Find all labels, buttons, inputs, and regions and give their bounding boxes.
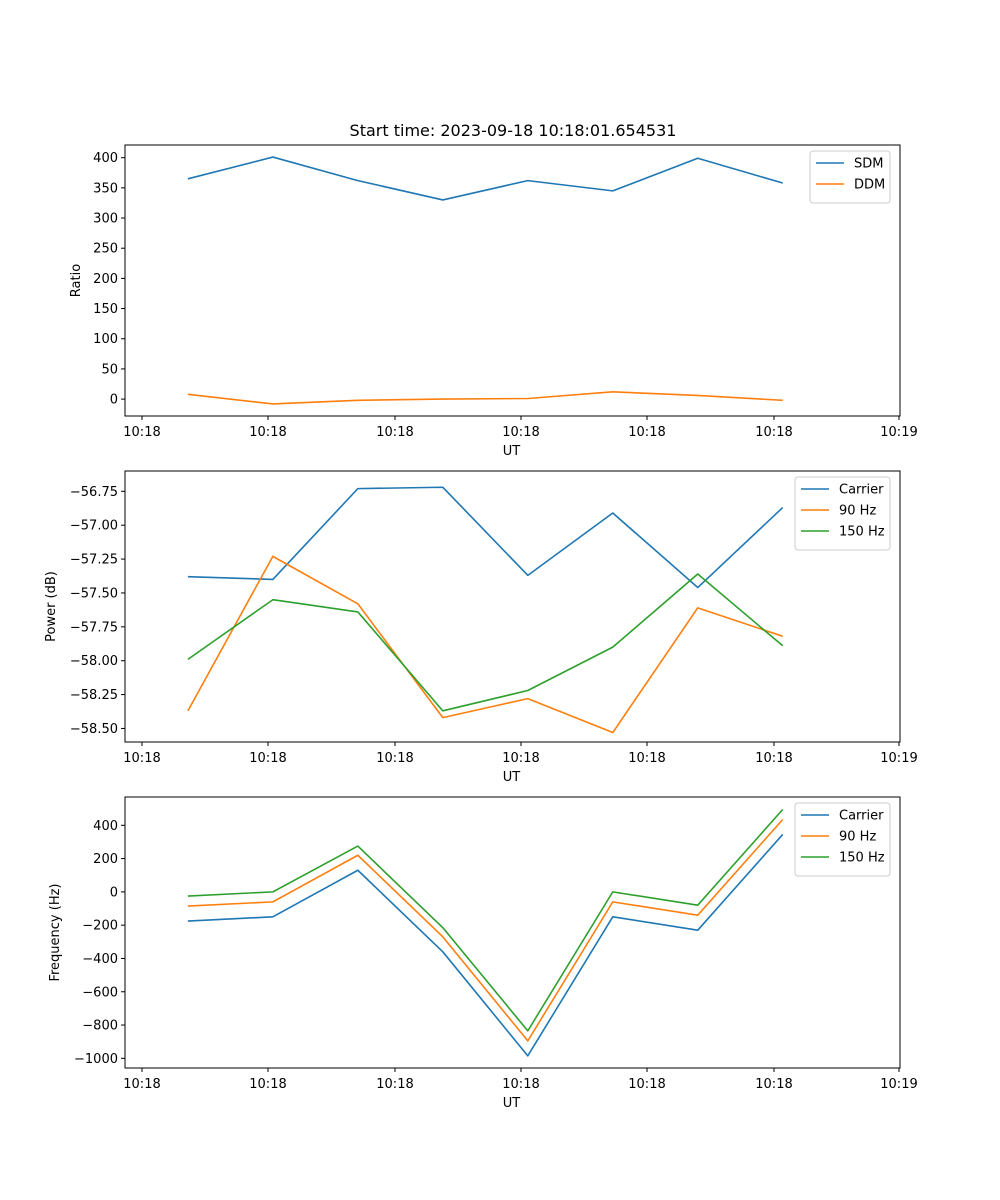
- x-tick-label: 10:18: [376, 425, 413, 440]
- series-line-90-hz: [187, 555, 783, 734]
- x-tick-label: 10:18: [628, 425, 665, 440]
- y-tick-label: 100: [93, 332, 118, 347]
- x-axis-label: UT: [503, 444, 521, 459]
- x-tick-label: 10:18: [249, 751, 286, 766]
- y-tick-label: −56.75: [70, 485, 118, 500]
- y-tick-label: −1000: [74, 1052, 118, 1067]
- legend-label: SDM: [854, 157, 883, 172]
- series-line-150-hz: [187, 808, 784, 1032]
- chart-panel-1: 10:18 10:18 10:18 10:18 10:18 10:18 10:19 UT 0 50…: [69, 144, 918, 459]
- y-tick-label: −57.25: [70, 553, 118, 568]
- y-axis-label: Ratio: [69, 264, 84, 297]
- legend-label: 90 Hz: [839, 504, 876, 519]
- x-tick-label: 10:19: [880, 1077, 917, 1092]
- x-tick-label: 10:18: [502, 1077, 539, 1092]
- x-tick-label: 10:18: [249, 1077, 286, 1092]
- series-line-sdm: [187, 156, 783, 201]
- x-tick-label: 10:19: [880, 425, 917, 440]
- x-tick-label: 10:18: [755, 751, 792, 766]
- x-tick-label: 10:18: [755, 1077, 792, 1092]
- y-tick-label: −57.50: [70, 586, 118, 601]
- x-tick-label: 10:18: [502, 425, 539, 440]
- y-axis-label: Frequency (Hz): [48, 883, 63, 981]
- x-axis-label: UT: [503, 1096, 521, 1111]
- x-tick-label: 10:18: [755, 425, 792, 440]
- y-tick-label: 350: [93, 181, 118, 196]
- y-tick-label: −58.50: [70, 722, 118, 737]
- chart-panel-2: 10:18 10:18 10:18 10:18 10:18 10:18 10:19 UT −58…: [44, 470, 918, 785]
- x-tick-label: 10:18: [123, 751, 160, 766]
- y-tick-label: −58.25: [70, 688, 118, 703]
- legend-label: 150 Hz: [839, 525, 885, 540]
- legend-box: [809, 150, 891, 204]
- y-tick-label: −58.00: [70, 654, 118, 669]
- y-tick-label: −57.00: [70, 519, 118, 534]
- y-tick-label: 300: [93, 212, 118, 227]
- axes-frame: [124, 470, 901, 743]
- series-line-90-hz: [187, 818, 784, 1042]
- series-line-carrier: [187, 833, 784, 1057]
- legend-label: 90 Hz: [839, 830, 876, 845]
- y-tick-label: 400: [93, 151, 118, 166]
- y-tick-label: 250: [93, 242, 118, 257]
- x-tick-label: 10:18: [123, 1077, 160, 1092]
- legend-label: 150 Hz: [839, 851, 885, 866]
- plots-group: 10:18 10:18 10:18 10:18 10:18 10:18 10:19 UT 0 50…: [44, 144, 918, 1111]
- x-tick-label: 10:18: [123, 425, 160, 440]
- y-tick-label: 0: [110, 885, 118, 900]
- y-tick-label: 0: [110, 393, 118, 408]
- y-tick-label: 50: [101, 362, 118, 377]
- y-tick-label: 200: [93, 852, 118, 867]
- series-line-150-hz: [187, 573, 784, 712]
- legend-label: Carrier: [839, 483, 884, 498]
- x-tick-label: 10:18: [376, 1077, 413, 1092]
- axes-frame: [124, 144, 901, 417]
- legend: Carrier 90 Hz 150 Hz: [794, 802, 891, 877]
- legend: SDM DDM: [809, 150, 891, 204]
- x-tick-label: 10:18: [628, 751, 665, 766]
- axes-frame: [124, 796, 901, 1069]
- x-tick-label: 10:18: [376, 751, 413, 766]
- y-tick-label: −400: [82, 952, 118, 967]
- x-tick-label: 10:18: [628, 1077, 665, 1092]
- y-tick-label: −600: [82, 985, 118, 1000]
- y-axis-label: Power (dB): [44, 571, 59, 642]
- y-tick-label: −800: [82, 1019, 118, 1034]
- y-tick-label: −200: [82, 919, 118, 934]
- chart-panel-3: 10:18 10:18 10:18 10:18 10:18 10:18 10:19 UT −10…: [48, 796, 918, 1111]
- x-tick-label: 10:19: [880, 751, 917, 766]
- legend: Carrier 90 Hz 150 Hz: [794, 476, 891, 551]
- series-line-ddm: [187, 391, 783, 405]
- y-tick-label: 200: [93, 272, 118, 287]
- x-axis-label: UT: [503, 770, 521, 785]
- legend-label: DDM: [854, 178, 885, 193]
- x-tick-label: 10:18: [502, 751, 539, 766]
- chart-title: Start time: 2023-09-18 10:18:01.654531: [350, 121, 677, 140]
- y-tick-label: 400: [93, 819, 118, 834]
- y-tick-label: 150: [93, 302, 118, 317]
- x-tick-label: 10:18: [249, 425, 286, 440]
- y-tick-label: −57.75: [70, 620, 118, 635]
- legend-label: Carrier: [839, 809, 884, 824]
